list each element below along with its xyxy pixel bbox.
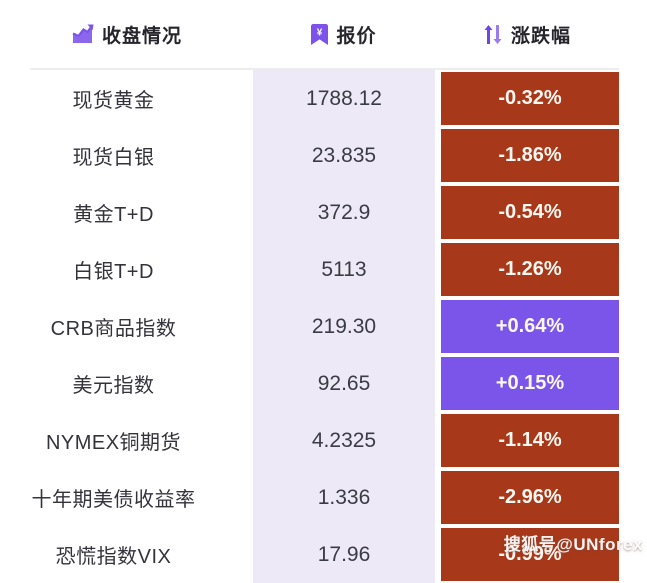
price-value: 92.65	[253, 355, 435, 412]
header-closing-label: 收盘情况	[101, 25, 182, 47]
instrument-label: CRB商品指数	[50, 318, 177, 340]
table-row-silver-td: 白银T+D 5113 -1.26%	[0, 241, 647, 298]
instrument-label: 现货白银	[72, 147, 155, 169]
table-body: 现货黄金 1788.12 -0.32% 现货白银 23.835 -1.86% 黄…	[0, 70, 647, 583]
header-quote: ¥ 报价	[253, 21, 435, 48]
header-divider	[30, 68, 619, 70]
header-quote-label: 报价	[336, 25, 377, 47]
change-badge: -0.54%	[441, 186, 619, 239]
instrument-label: 现货黄金	[72, 90, 155, 112]
price-value: 219.30	[253, 298, 435, 355]
change-badge: -1.26%	[441, 243, 619, 296]
change-badge: +0.64%	[441, 300, 619, 353]
header-closing: 收盘情况	[0, 21, 253, 48]
table-row-spot-silver: 现货白银 23.835 -1.86%	[0, 127, 647, 184]
instrument-label: 恐慌指数VIX	[55, 546, 172, 568]
table-row-spot-gold: 现货黄金 1788.12 -0.32%	[0, 70, 647, 127]
table-row-us10y-yield: 十年期美债收益率 1.336 -2.96%	[0, 469, 647, 526]
price-value: 23.835	[253, 127, 435, 184]
table-row-usd-index: 美元指数 92.65 +0.15%	[0, 355, 647, 412]
up-down-arrows-icon	[483, 24, 503, 45]
price-value: 4.2325	[253, 412, 435, 469]
instrument-label: 十年期美债收益率	[31, 489, 196, 511]
svg-text:¥: ¥	[317, 27, 323, 38]
change-badge: -1.14%	[441, 414, 619, 467]
change-badge: +0.15%	[441, 357, 619, 410]
table-row-nymex-copper: NYMEX铜期货 4.2325 -1.14%	[0, 412, 647, 469]
change-badge: -2.96%	[441, 471, 619, 524]
change-badge: -0.32%	[441, 72, 619, 125]
instrument-label: 白银T+D	[73, 261, 154, 283]
table-row-crb-index: CRB商品指数 219.30 +0.64%	[0, 298, 647, 355]
instrument-label: 美元指数	[72, 375, 155, 397]
chart-line-icon	[71, 24, 94, 44]
watermark: 搜狐号@UNforex	[503, 535, 643, 554]
price-tag-icon: ¥	[311, 23, 329, 45]
price-value: 5113	[253, 241, 435, 298]
price-value: 17.96	[253, 526, 435, 583]
price-value: 1.336	[253, 469, 435, 526]
price-value: 1788.12	[253, 70, 435, 127]
header-change: 涨跌幅	[435, 21, 619, 48]
table-row-gold-td: 黄金T+D 372.9 -0.54%	[0, 184, 647, 241]
table-header: 收盘情况 ¥ 报价 涨跌幅	[0, 0, 647, 68]
price-value: 372.9	[253, 184, 435, 241]
header-change-label: 涨跌幅	[510, 25, 571, 47]
instrument-label: NYMEX铜期货	[45, 432, 182, 454]
change-badge: -1.86%	[441, 129, 619, 182]
instrument-label: 黄金T+D	[73, 204, 154, 226]
